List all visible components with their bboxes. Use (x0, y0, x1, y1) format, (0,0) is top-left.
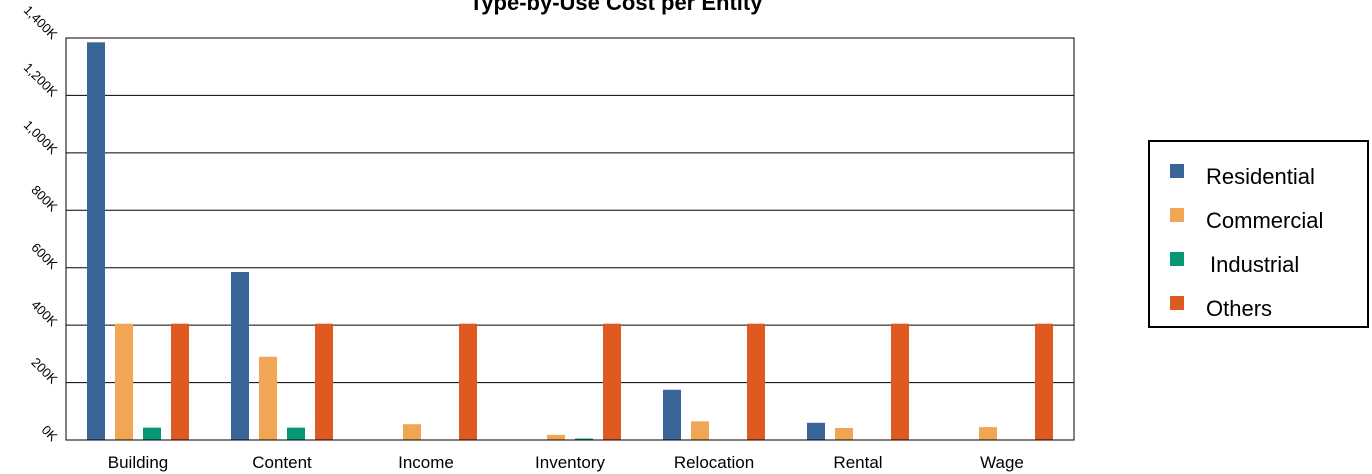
bar-others-rental (891, 323, 909, 440)
gridlines (66, 94, 1074, 384)
y-tick-label: 400K (28, 297, 60, 329)
bar-residential-relocation (663, 389, 681, 440)
bar-residential-content (231, 272, 249, 440)
y-tick-label: 1,400K (21, 2, 61, 42)
y-tick-label: 600K (28, 240, 60, 272)
bar-industrial-content (287, 427, 305, 440)
bar-commercial-content (259, 356, 277, 440)
bar-others-inventory (603, 323, 621, 440)
bar-others-wage (1035, 323, 1053, 440)
bar-industrial-building (143, 427, 161, 440)
legend-swatch-residential (1170, 164, 1184, 178)
legend-item-commercial: Commercial (1170, 206, 1323, 236)
x-tick-label: Relocation (674, 453, 754, 472)
y-tick-label: 1,200K (21, 60, 61, 100)
bar-commercial-building (115, 323, 133, 440)
legend-item-residential: Residential (1170, 162, 1315, 192)
legend-label-commercial: Commercial (1206, 208, 1324, 233)
bar-commercial-wage (979, 427, 997, 440)
plot-frame (65, 37, 1075, 441)
bar-others-income (459, 323, 477, 440)
bar-others-relocation (747, 323, 765, 440)
bar-commercial-income (403, 424, 421, 440)
chart-title: Type-by-Use Cost per Entity (470, 0, 764, 15)
legend-swatch-commercial (1170, 208, 1184, 222)
y-tick-label: 200K (28, 355, 60, 387)
legend-swatch-industrial (1170, 252, 1184, 266)
legend-label-others: Others (1206, 296, 1273, 321)
bars (87, 42, 1053, 441)
x-tick-label: Inventory (535, 453, 605, 472)
y-tick-label: 800K (28, 182, 60, 214)
x-tick-label: Building (108, 453, 169, 472)
bar-others-content (315, 323, 333, 440)
x-tick-label: Income (398, 453, 454, 472)
x-tick-label: Content (252, 453, 312, 472)
bar-residential-rental (807, 422, 825, 440)
x-tick-label: Wage (980, 453, 1024, 472)
y-axis-ticks: 0K 200K 400K 600K 800K 1,000K 1,200K 1,400K (21, 2, 61, 444)
x-tick-label: Rental (833, 453, 882, 472)
legend-item-industrial: Industrial (1170, 250, 1299, 280)
bar-commercial-rental (835, 427, 853, 440)
legend-swatch-others (1170, 296, 1184, 310)
bar-industrial-inventory (575, 438, 593, 440)
y-tick-label: 1,000K (21, 117, 61, 157)
y-tick-label: 0K (39, 422, 61, 444)
bar-commercial-inventory (547, 434, 565, 440)
legend-label-residential: Residential (1206, 164, 1315, 189)
bar-commercial-relocation (691, 421, 709, 440)
bar-others-building (171, 323, 189, 440)
legend-item-others: Others (1170, 294, 1272, 324)
x-axis-ticks: Building Content Income Inventory Relocation… (108, 453, 1024, 472)
bar-residential-building (87, 42, 105, 441)
legend-label-industrial: Industrial (1210, 252, 1300, 277)
legend: Residential Commercial Industrial Others (1148, 140, 1369, 328)
